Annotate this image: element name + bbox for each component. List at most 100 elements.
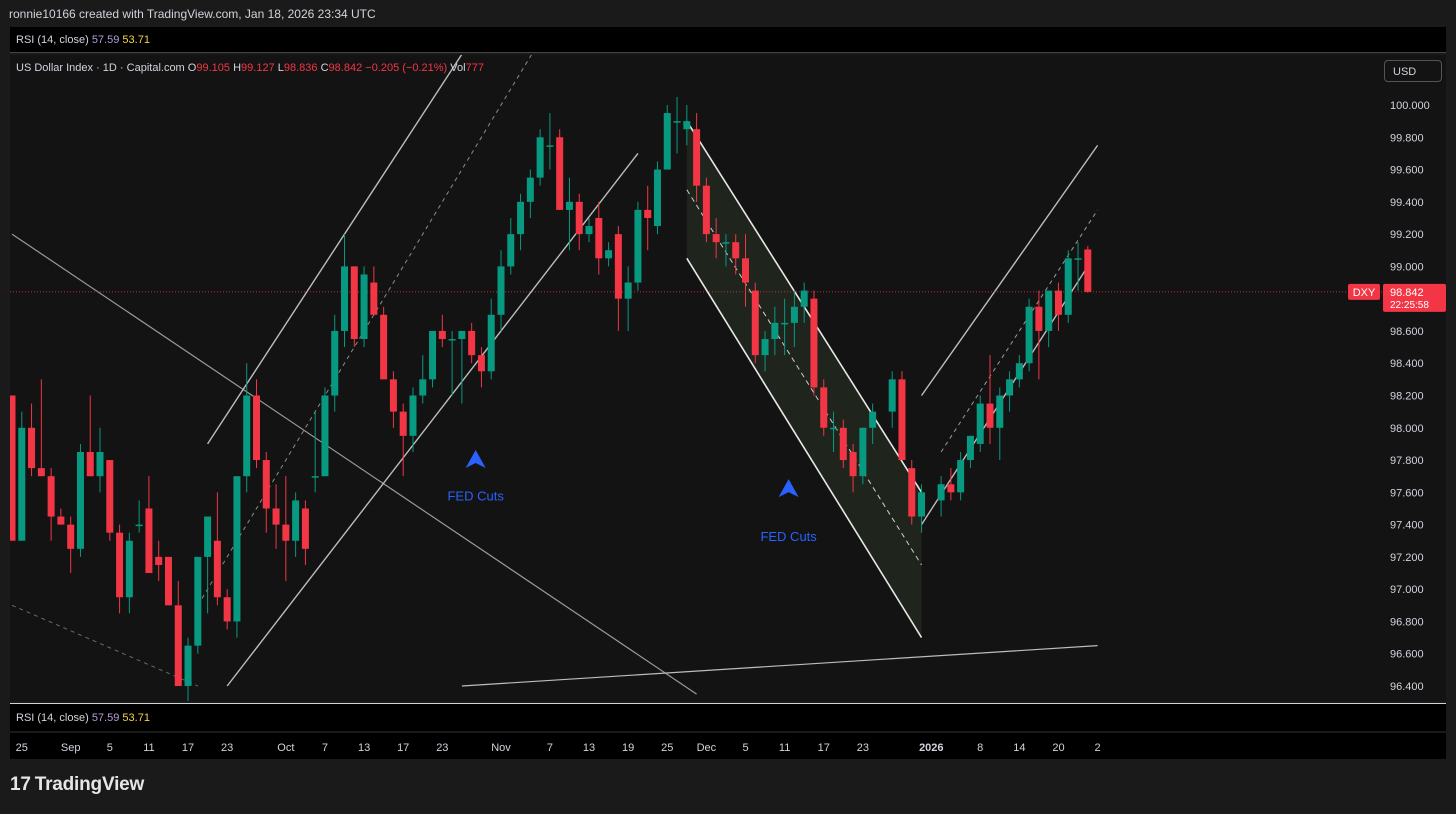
candle [253, 379, 260, 469]
candle [693, 113, 701, 202]
candle [742, 234, 749, 307]
currency-button[interactable]: USD [1384, 60, 1442, 82]
candle [438, 314, 446, 348]
candle-body [918, 492, 926, 517]
candle-body [409, 395, 417, 436]
candle [243, 363, 251, 493]
candle [751, 282, 759, 364]
fed-cuts-label: FED Cuts [447, 488, 504, 503]
candle [125, 532, 133, 614]
time-tick-label: 14 [1013, 742, 1025, 754]
candle-body [1045, 290, 1053, 331]
candle [341, 234, 349, 348]
time-tick-label: 7 [547, 742, 553, 754]
candle-body [595, 217, 603, 259]
candle-body [673, 121, 681, 123]
price-tick-label: 98.000 [1390, 423, 1424, 435]
candle-body [1015, 363, 1023, 380]
candle-body [575, 201, 583, 235]
candle-body [125, 540, 133, 598]
candle-body [644, 209, 652, 218]
time-tick-label: 17 [397, 742, 409, 754]
candle-body [438, 330, 446, 340]
volume-value: 777 [465, 62, 484, 74]
time-tick-label: 20 [1052, 742, 1064, 754]
candle-body [947, 484, 955, 493]
tradingview-logo-icon: 17 [10, 774, 31, 795]
candle-body [213, 540, 221, 598]
candle-body [790, 306, 798, 323]
candle [409, 387, 417, 452]
candle-body [742, 258, 749, 283]
symbol-title[interactable]: US Dollar Index · 1D · Capital.com [16, 62, 185, 74]
candle [321, 387, 329, 477]
candle [702, 177, 710, 243]
candle [311, 411, 319, 493]
candle-body [517, 201, 525, 235]
candle-body [732, 242, 740, 259]
fed-cut-arrow-icon [465, 450, 486, 469]
rsi-pane-top[interactable]: RSI (14, close) 57.59 53.71 [10, 27, 1446, 53]
candle [155, 540, 163, 582]
candle-body [233, 476, 241, 622]
high-value: 99.127 [241, 62, 275, 74]
time-axis[interactable]: 25 Sep 5 11 17 23 Oct 7 13 17 23 Nov 7 13 19 25 Dec 5 11 17… [10, 733, 1446, 759]
candle-body [116, 532, 124, 598]
time-tick-label: 13 [583, 742, 595, 754]
candle [292, 492, 300, 557]
candle [37, 379, 45, 477]
candle [771, 306, 779, 356]
candle [458, 330, 466, 404]
candle-body [653, 169, 661, 227]
candle [174, 581, 182, 686]
candle-body [311, 476, 319, 478]
candle-body [771, 322, 779, 340]
descending-channel-lower-line [686, 257, 923, 639]
channel-new-mid-line [940, 209, 1098, 453]
candle-body [96, 451, 104, 477]
candle-body [174, 605, 182, 686]
candle [204, 516, 212, 614]
candlestick-chart[interactable]: FED Cuts FED Cuts 100.000 99.800 99.600 99.40… [8, 55, 1446, 703]
candle-body [957, 460, 965, 493]
high-label: H [233, 62, 242, 74]
candle-body [800, 290, 808, 307]
candle-body [419, 379, 427, 396]
chart-pane[interactable]: FED Cuts FED Cuts 100.000 99.800 99.600 99.40… [8, 55, 1446, 703]
time-axis-labels: 25 Sep 5 11 17 23 Oct 7 13 17 23 Nov 7 13 19 25 Dec 5 11 17… [16, 742, 1101, 754]
candle [565, 177, 573, 251]
close-label: C [320, 62, 329, 74]
candle-body [810, 298, 818, 388]
candle-body [47, 476, 55, 517]
candle [272, 484, 280, 549]
candle [614, 226, 622, 331]
rsi-title: RSI (14, close) [16, 712, 89, 724]
price-tick-label: 99.400 [1390, 197, 1424, 209]
rsi-pane-bottom[interactable]: RSI (14, close) 57.59 53.71 [10, 703, 1446, 731]
candle-body [497, 266, 505, 315]
price-tick-label: 99.000 [1390, 261, 1424, 273]
price-tick-label: 97.600 [1390, 487, 1424, 499]
fed-cuts-label: FED Cuts [760, 529, 817, 544]
candle-body [751, 290, 759, 356]
price-tag-bg [1383, 283, 1446, 312]
candle-body [57, 516, 65, 525]
low-value: 98.836 [283, 62, 318, 74]
candle-body [986, 403, 994, 428]
rsi-title: RSI (14, close) [16, 34, 89, 46]
channel-up-mid-line [197, 55, 532, 606]
candle-body [996, 395, 1004, 428]
candle [233, 476, 241, 638]
candle [575, 193, 583, 251]
price-tick-label: 100.000 [1390, 100, 1430, 112]
candle-body [712, 234, 720, 243]
candle-body [683, 121, 691, 130]
candle-body [859, 427, 867, 477]
time-tick-label: Sep [61, 742, 81, 754]
candle-body [546, 145, 554, 147]
price-tick-label: 98.400 [1390, 358, 1424, 370]
candle-body [389, 379, 397, 412]
candle-body [1074, 258, 1082, 260]
time-tick-label: 23 [857, 742, 869, 754]
